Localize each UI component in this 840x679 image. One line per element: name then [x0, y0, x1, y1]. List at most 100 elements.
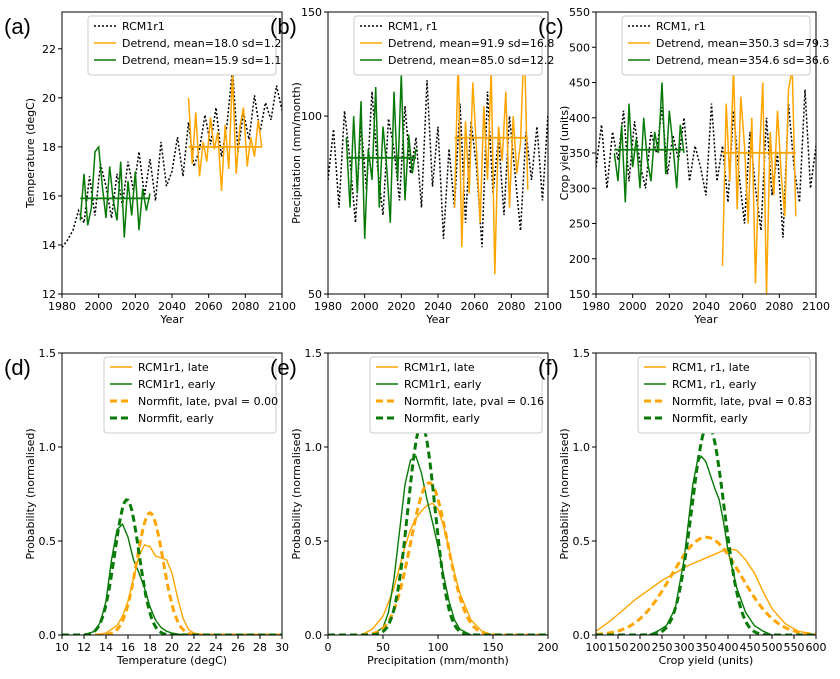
y-tick-label: 1.5	[39, 347, 57, 360]
late-normfit-line	[328, 481, 548, 635]
x-tick-label: 22	[187, 641, 201, 654]
legend-entry: Detrend, mean=350.3 sd=79.3	[656, 37, 829, 50]
legend: RCM1, r1 Detrend, mean=91.9 sd=16.8 Detren…	[353, 15, 554, 76]
x-tick-label: 50	[376, 641, 390, 654]
legend-entry: Normfit, early	[672, 412, 748, 425]
late-normfit-line	[596, 535, 816, 635]
x-tick-label: 24	[209, 641, 223, 654]
x-tick-label: 2100	[802, 300, 830, 313]
x-tick-label: 500	[762, 641, 783, 654]
x-axis-label: Year	[425, 313, 450, 326]
y-tick-label: 1.0	[305, 441, 323, 454]
x-tick-label: 2040	[692, 300, 720, 313]
y-axis-label: Probability (normalised)	[24, 428, 37, 559]
x-tick-label: 2060	[729, 300, 757, 313]
early-series-line	[613, 82, 685, 203]
y-tick-label: 12	[42, 288, 56, 301]
x-tick-label: 400	[718, 641, 739, 654]
legend-entry: Detrend, mean=85.0 sd=12.2	[388, 54, 554, 67]
legend-entry: RCM1r1, late	[138, 361, 209, 374]
legend-entry: RCM1r1, early	[404, 378, 482, 391]
chart-panel: 1980 2000 2020 2040 2060 2080 2100 12 14 16 18 20 22…	[4, 11, 296, 326]
y-tick-label: 50	[308, 288, 322, 301]
y-tick-label: 550	[569, 6, 590, 19]
legend: RCM1r1, late RCM1r1, early Normfit, late, …	[369, 356, 544, 434]
legend-box	[353, 15, 543, 76]
early-normfit-line	[62, 498, 282, 635]
x-tick-label: 200	[538, 641, 559, 654]
x-tick-label: 2060	[461, 300, 489, 313]
panel-label: (d)	[4, 355, 31, 380]
legend-box	[369, 356, 543, 434]
early-kde-line	[648, 455, 773, 635]
x-tick-label: 0	[325, 641, 332, 654]
late-series-line	[721, 68, 797, 294]
plot-area	[62, 68, 282, 248]
y-axis-label: Crop yield (units)	[558, 106, 571, 201]
legend-entry: Detrend, mean=91.9 sd=16.8	[388, 37, 554, 50]
y-tick-label: 0.5	[573, 535, 591, 548]
chart-panel: 10 12 14 16 18 20 22 24 26 28 30 0.0 0.5 1.0 1.5 Temper…	[4, 347, 289, 667]
x-tick-label: 12	[77, 641, 91, 654]
legend-box	[637, 356, 811, 434]
early-series-line	[345, 73, 417, 239]
y-tick-label: 0.5	[39, 535, 57, 548]
y-tick-label: 22	[42, 43, 56, 56]
x-tick-label: 2020	[655, 300, 683, 313]
y-tick-label: 250	[569, 218, 590, 231]
late-kde-line	[596, 547, 816, 635]
plot-area	[328, 422, 548, 635]
legend-entry: RCM1r1	[122, 20, 165, 33]
legend: RCM1r1, late RCM1r1, early Normfit, late, …	[103, 356, 278, 434]
x-tick-label: 10	[55, 641, 69, 654]
x-tick-label: 350	[696, 641, 717, 654]
y-tick-label: 0.0	[573, 629, 591, 642]
y-tick-label: 100	[301, 110, 322, 123]
model-series-line	[596, 89, 816, 238]
legend-entry: Detrend, mean=354.6 sd=36.6	[656, 54, 829, 67]
x-tick-label: 200	[630, 641, 651, 654]
x-tick-label: 2020	[121, 300, 149, 313]
x-tick-label: 250	[652, 641, 673, 654]
y-tick-label: 20	[42, 92, 56, 105]
legend-entry: Detrend, mean=15.9 sd=1.1	[122, 54, 281, 67]
panel-label: (a)	[4, 14, 31, 39]
x-tick-label: 2080	[231, 300, 259, 313]
x-tick-label: 100	[428, 641, 449, 654]
legend-entry: RCM1, r1, late	[672, 361, 750, 374]
plot-area	[62, 498, 282, 635]
y-tick-label: 1.5	[573, 347, 591, 360]
y-tick-label: 150	[569, 288, 590, 301]
x-tick-label: 2020	[387, 300, 415, 313]
y-tick-label: 350	[569, 147, 590, 160]
x-tick-label: 1980	[314, 300, 342, 313]
x-tick-label: 1980	[582, 300, 610, 313]
plot-area	[596, 68, 816, 294]
y-tick-label: 0.5	[305, 535, 323, 548]
legend-entry: Detrend, mean=18.0 sd=1.2	[122, 37, 281, 50]
x-axis-label: Year	[693, 313, 718, 326]
x-tick-label: 2040	[424, 300, 452, 313]
panel-label: (f)	[538, 355, 559, 380]
model-series-line	[328, 80, 548, 248]
x-tick-label: 14	[99, 641, 113, 654]
x-tick-label: 2080	[497, 300, 525, 313]
panel-label: (c)	[538, 14, 564, 39]
panel-label: (e)	[270, 355, 297, 380]
x-tick-label: 2080	[765, 300, 793, 313]
chart-panel: 0 50 100 150 200 0.0 0.5 1.0 1.5 Precipitation (m…	[270, 347, 559, 667]
legend: RCM1, r1, late RCM1, r1, early Normfit, la…	[637, 356, 812, 434]
late-kde-line	[360, 502, 494, 635]
y-tick-label: 18	[42, 141, 56, 154]
y-tick-label: 16	[42, 190, 56, 203]
x-tick-label: 2100	[534, 300, 562, 313]
x-axis-label: Precipitation (mm/month)	[367, 654, 509, 667]
y-tick-label: 500	[569, 41, 590, 54]
legend-box	[87, 15, 277, 76]
x-tick-label: 450	[740, 641, 761, 654]
y-tick-label: 1.0	[39, 441, 57, 454]
x-tick-label: 18	[143, 641, 157, 654]
legend-entry: RCM1r1, early	[138, 378, 216, 391]
x-axis-label: Temperature (degC)	[116, 654, 227, 667]
x-tick-label: 26	[231, 641, 245, 654]
